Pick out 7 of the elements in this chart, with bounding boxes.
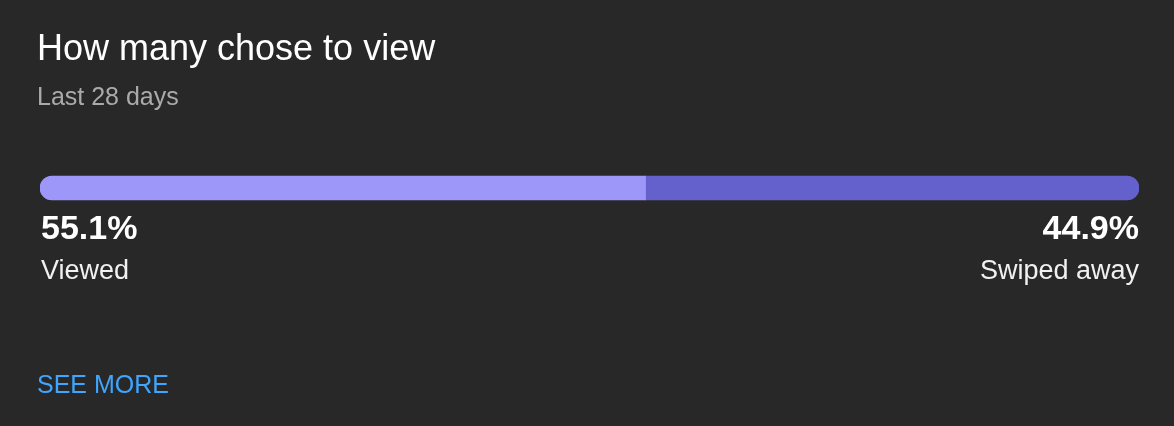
chart-subtitle: Last 28 days [37, 82, 179, 110]
chart-title: How many chose to view [37, 27, 437, 68]
text: Swiped away [979, 255, 1140, 285]
text: SEE MORE [37, 370, 169, 398]
text: Viewed [41, 255, 130, 285]
data-label: 55.1% [41, 208, 138, 246]
data-label: 44.9% [1042, 208, 1139, 246]
